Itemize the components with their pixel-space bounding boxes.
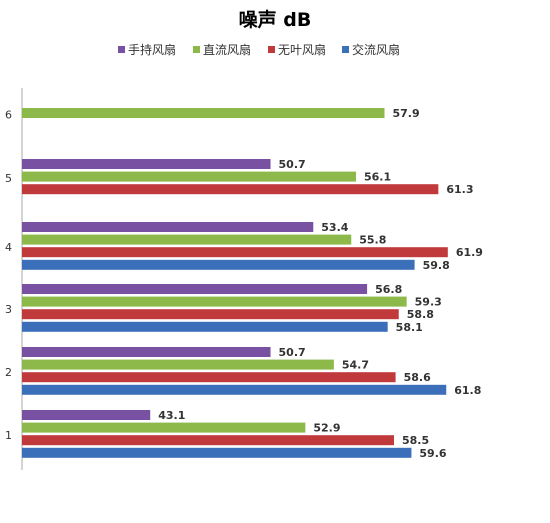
bar-cat1-series3: [22, 435, 395, 446]
value-label-cat1-series1: 43.1: [158, 409, 185, 422]
category-tick-4: 4: [5, 241, 12, 254]
legend-label-2: 直流风扇: [203, 42, 251, 57]
category-tick-6: 6: [5, 108, 12, 121]
legend-label-3: 无叶风扇: [278, 42, 326, 57]
bar-cat2-series4: [22, 384, 447, 395]
value-label-cat2-series2: 54.7: [342, 359, 369, 372]
bar-cat3-series1: [22, 284, 368, 294]
bar-cat2-series1: [22, 347, 271, 357]
value-label-cat6-series2: 57.9: [393, 107, 420, 120]
category-tick-2: 2: [5, 366, 12, 379]
value-label-cat5-series2: 56.1: [364, 171, 391, 184]
bar-cat4-series4: [22, 259, 415, 270]
legend: 手持风扇 直流风扇 无叶风扇 交流风扇: [118, 42, 400, 57]
category-tick-1: 1: [5, 429, 12, 442]
category-tick-5: 5: [5, 172, 12, 185]
bar-cat5-series2: [22, 171, 357, 182]
bar-cat1-series1: [22, 410, 151, 420]
chart-title: 噪声 dB: [239, 8, 312, 31]
category-tick-3: 3: [5, 303, 12, 316]
value-label-cat3-series1: 56.8: [375, 283, 402, 296]
value-label-cat2-series4: 61.8: [454, 384, 481, 397]
value-label-cat1-series2: 52.9: [313, 422, 340, 435]
bar-cat4-series3: [22, 247, 448, 258]
bar-cat5-series3: [22, 184, 439, 195]
value-label-cat2-series1: 50.7: [279, 346, 306, 359]
bar-cat2-series2: [22, 359, 334, 370]
value-label-cat4-series3: 61.9: [456, 246, 483, 259]
bar-cat6-series2: [22, 108, 385, 118]
legend-label-4: 交流风扇: [352, 42, 400, 57]
value-label-cat1-series4: 59.6: [419, 447, 446, 460]
bar-cat2-series3: [22, 372, 396, 383]
legend-swatch-4: [342, 46, 349, 53]
value-label-cat1-series3: 58.5: [402, 434, 429, 447]
bar-cat3-series4: [22, 321, 388, 332]
legend-swatch-2: [193, 46, 200, 53]
value-label-cat3-series2: 59.3: [415, 296, 442, 309]
category-ticks: 1 2 3 4 5 6: [5, 108, 12, 442]
legend-swatch-1: [118, 46, 125, 53]
value-label-cat2-series3: 58.6: [404, 371, 431, 384]
legend-label-1: 手持风扇: [128, 42, 176, 57]
value-label-cat4-series2: 55.8: [359, 234, 386, 247]
bar-cat3-series2: [22, 296, 407, 307]
value-label-cat3-series3: 58.8: [407, 308, 434, 321]
bar-cat1-series4: [22, 447, 412, 458]
value-label-cat5-series3: 61.3: [446, 183, 473, 196]
value-label-cat3-series4: 58.1: [396, 321, 423, 334]
bar-cat3-series3: [22, 309, 399, 320]
bar-cat1-series2: [22, 422, 306, 433]
bar-cat4-series2: [22, 234, 352, 245]
bar-cat4-series1: [22, 222, 314, 232]
value-label-cat4-series1: 53.4: [321, 221, 348, 234]
bars: 43.1 52.9 58.559.6 50.7 54.7 58.6 61.8 56.8 59.3…: [22, 107, 483, 460]
value-label-cat4-series4: 59.8: [423, 259, 450, 272]
legend-swatch-3: [268, 46, 275, 53]
value-label-cat5-series1: 50.7: [279, 158, 306, 171]
bar-cat5-series1: [22, 159, 271, 169]
